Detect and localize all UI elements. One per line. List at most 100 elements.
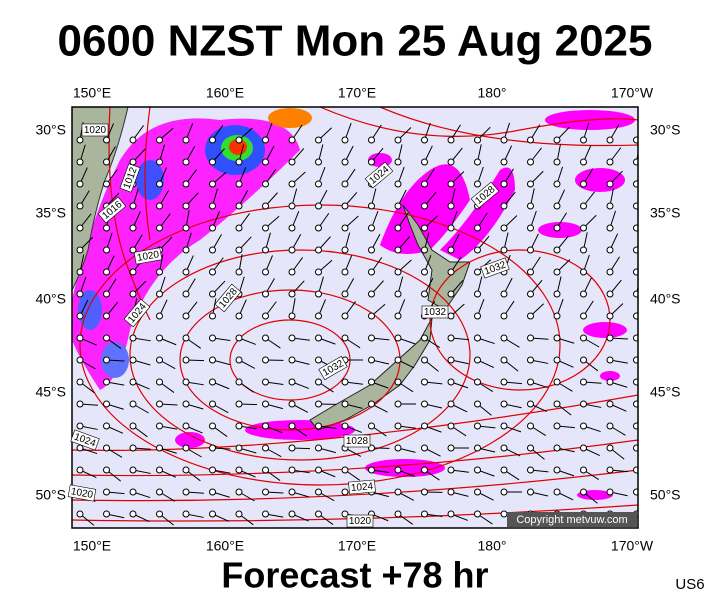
barb-station	[76, 444, 84, 452]
barb-station	[633, 202, 638, 210]
forecast-label: Forecast +78 hr	[221, 555, 488, 596]
barb-station	[262, 422, 269, 430]
isobar-label: 1020	[67, 484, 97, 502]
barb-station	[209, 356, 216, 364]
barb-station	[288, 312, 296, 320]
isobar-label-box	[123, 298, 151, 328]
barb-station	[76, 158, 84, 166]
isobar-label: 1028	[343, 434, 371, 448]
barb-station	[606, 136, 614, 144]
barb-station	[553, 356, 561, 364]
barb-station	[633, 246, 638, 254]
barb-station	[288, 136, 296, 144]
barb-station	[315, 158, 322, 166]
barb-station	[182, 510, 190, 518]
barb-station	[156, 136, 163, 144]
barb-station	[527, 202, 534, 210]
lon-label-top: 170°W	[611, 85, 654, 101]
barb-station	[394, 268, 402, 276]
barb-station	[129, 444, 137, 452]
barb-station	[606, 290, 614, 298]
barb-station	[288, 510, 296, 518]
barb-station	[156, 202, 163, 210]
barb-station	[633, 444, 638, 452]
barb-station	[156, 312, 163, 320]
barb-station	[341, 312, 349, 320]
barb-station	[288, 202, 296, 210]
barb-station	[580, 400, 587, 408]
barb-station	[633, 180, 638, 188]
barb-station	[262, 268, 269, 276]
barb-station	[474, 334, 481, 342]
barb-station	[421, 224, 428, 232]
barb-station	[553, 246, 561, 254]
isobar-label-text: 1024	[350, 481, 374, 494]
barb-station	[633, 488, 638, 496]
barb-station	[156, 422, 163, 430]
barb-station	[209, 136, 216, 144]
barb-station	[368, 422, 375, 430]
barb-station	[103, 510, 110, 518]
barb-station	[527, 312, 534, 320]
barb-station	[341, 510, 349, 518]
barb-station	[500, 400, 508, 408]
barb-station	[209, 378, 216, 386]
isobar-label: 1032	[421, 305, 449, 319]
barb-station	[262, 334, 269, 342]
barb-station	[580, 378, 587, 386]
barb-station	[421, 136, 428, 144]
barb-station	[76, 268, 84, 276]
barb-station	[129, 488, 137, 496]
barb-station	[209, 180, 216, 188]
barb-station	[315, 290, 322, 298]
barb-station	[368, 268, 375, 276]
barb-station	[527, 422, 534, 430]
isobar-label-box	[348, 479, 376, 495]
barb-station	[209, 268, 216, 276]
barb-station	[315, 268, 322, 276]
barb-station	[633, 290, 638, 298]
lat-label-right: 30°S	[650, 122, 681, 138]
wind-barbs	[76, 122, 638, 526]
barb-station	[633, 224, 638, 232]
model-code: US6	[675, 576, 704, 593]
barb-station	[553, 444, 561, 452]
lat-label-right: 45°S	[650, 384, 681, 400]
isobar-label-box	[81, 123, 109, 137]
barb-staff	[636, 469, 638, 472]
isobar-label-box	[119, 163, 141, 193]
barb-station	[500, 356, 508, 364]
barb-station	[235, 422, 243, 430]
barb-station	[447, 246, 455, 254]
barb-station	[447, 312, 455, 320]
barb-station	[553, 312, 561, 320]
barb-station	[633, 312, 638, 320]
barb-station	[633, 422, 638, 430]
barb-station	[368, 334, 375, 342]
barb-station	[288, 422, 296, 430]
barb-station	[500, 180, 508, 188]
barb-station	[315, 488, 322, 496]
barb-station	[474, 422, 481, 430]
barb-station	[527, 378, 534, 386]
isobar-label: 1020	[81, 123, 109, 137]
barb-station	[580, 466, 587, 474]
barb-station	[368, 312, 375, 320]
barb-station	[315, 180, 322, 188]
isobar-label-box	[318, 355, 348, 381]
barb-station	[421, 268, 428, 276]
barb-station	[474, 400, 481, 408]
barb-station	[606, 246, 614, 254]
barb-station	[553, 290, 561, 298]
barb-station	[580, 444, 587, 452]
barb-station	[182, 202, 190, 210]
barb-station	[633, 136, 638, 144]
barb-station	[341, 400, 349, 408]
lat-label-right: 40°S	[650, 291, 681, 307]
barb-station	[76, 334, 84, 342]
lon-label-bottom: 150°E	[73, 538, 111, 554]
barb-station	[527, 180, 534, 188]
isobar-label: 1020	[346, 514, 374, 528]
barb-station	[580, 268, 587, 276]
barb-station	[182, 422, 190, 430]
